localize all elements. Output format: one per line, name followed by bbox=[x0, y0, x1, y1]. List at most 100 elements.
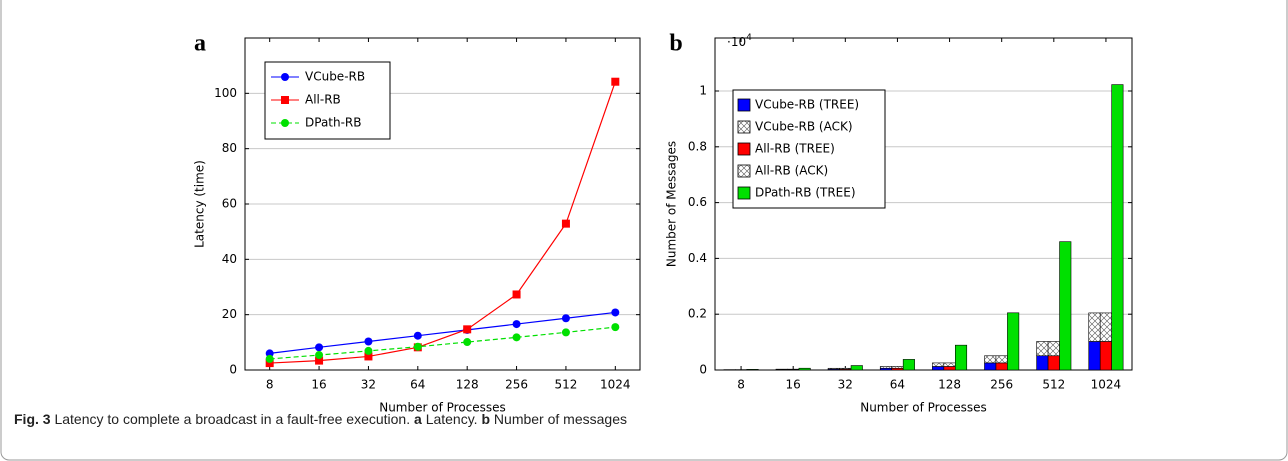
bar-segment bbox=[984, 362, 997, 371]
x-tick-label: 16 bbox=[786, 378, 801, 392]
bar-segment bbox=[1088, 341, 1101, 371]
marker bbox=[463, 325, 472, 334]
legend-label: DPath-RB (TREE) bbox=[755, 186, 856, 200]
y-tick-label: 0 bbox=[229, 363, 237, 377]
x-tick-label: 256 bbox=[990, 378, 1013, 392]
legend-label: All-RB bbox=[305, 93, 341, 107]
legend-label: VCube-RB bbox=[305, 70, 365, 84]
x-tick-label: 16 bbox=[311, 378, 326, 392]
bar-segment bbox=[902, 359, 915, 371]
caption-text: Latency to complete a broadcast in a fau… bbox=[54, 411, 411, 427]
marker bbox=[611, 77, 620, 86]
x-tick-label: 128 bbox=[456, 378, 479, 392]
marker bbox=[315, 356, 324, 365]
bar-segment bbox=[1007, 312, 1020, 371]
x-tick-label: 1024 bbox=[1091, 378, 1122, 392]
caption-label: Fig. 3 bbox=[14, 411, 51, 427]
legend-swatch bbox=[737, 186, 751, 200]
bar-segment bbox=[850, 365, 863, 371]
bar-segment bbox=[932, 362, 945, 367]
bar-segment bbox=[798, 367, 811, 371]
y-multiplier: ·104 bbox=[727, 33, 752, 49]
legend-label: VCube-RB (ACK) bbox=[755, 120, 853, 134]
multiplier-base: ·10 bbox=[727, 35, 746, 49]
x-axis-label: Number of Processes bbox=[860, 401, 987, 415]
y-tick-label: 20 bbox=[222, 307, 237, 321]
bar-segment bbox=[943, 362, 956, 367]
marker bbox=[413, 342, 422, 351]
x-tick-label: 64 bbox=[410, 378, 425, 392]
marker bbox=[413, 331, 422, 340]
marker bbox=[561, 328, 570, 337]
y-tick-label: 60 bbox=[222, 197, 237, 211]
marker bbox=[512, 290, 521, 299]
y-tick-label: 0.8 bbox=[688, 139, 707, 153]
bar-segment bbox=[995, 355, 1008, 364]
plot-frame bbox=[714, 37, 1133, 371]
y-tick-label: 80 bbox=[222, 141, 237, 155]
y-tick-label: 100 bbox=[214, 86, 237, 100]
legend-label: DPath-RB bbox=[305, 116, 362, 130]
bar-segment bbox=[932, 366, 945, 371]
marker bbox=[265, 349, 274, 358]
bar-segment bbox=[879, 366, 893, 369]
y-tick-label: 0.4 bbox=[688, 251, 707, 265]
panel-label: a bbox=[194, 31, 206, 57]
legend-box bbox=[732, 89, 886, 209]
bar-segment bbox=[1036, 341, 1049, 357]
marker bbox=[281, 96, 289, 104]
marker bbox=[315, 351, 324, 360]
series-line bbox=[269, 311, 616, 354]
caption-part-text: Latency. bbox=[425, 411, 478, 427]
marker bbox=[364, 352, 373, 361]
marker bbox=[611, 308, 620, 317]
marker bbox=[265, 354, 274, 363]
bar-segment bbox=[954, 344, 968, 371]
plot-frame bbox=[244, 37, 641, 371]
marker bbox=[561, 219, 570, 228]
bar-segment bbox=[943, 366, 956, 371]
y-tick-label: 0.2 bbox=[688, 307, 707, 321]
y-tick-label: 0 bbox=[699, 363, 707, 377]
y-tick-label: 40 bbox=[222, 252, 237, 266]
marker bbox=[281, 119, 289, 127]
caption-part-text: Number of messages bbox=[493, 411, 627, 427]
legend-label: All-RB (ACK) bbox=[755, 164, 828, 178]
x-tick-label: 256 bbox=[505, 378, 528, 392]
y-tick-label: 1 bbox=[699, 84, 707, 98]
y-axis-label: Number of Messages bbox=[665, 141, 679, 267]
bar-segment bbox=[1047, 355, 1060, 371]
bar-segment bbox=[1111, 84, 1124, 371]
bar-segment bbox=[891, 366, 904, 369]
marker bbox=[364, 346, 373, 355]
x-axis-label: Number of Processes bbox=[379, 401, 506, 415]
series-line bbox=[269, 326, 616, 360]
legend-swatch bbox=[737, 98, 751, 112]
caption-part-label: a bbox=[414, 411, 422, 427]
legend-swatch bbox=[737, 120, 751, 134]
x-tick-label: 128 bbox=[938, 378, 961, 392]
marker bbox=[463, 338, 472, 347]
marker bbox=[512, 333, 521, 342]
legend-label: All-RB (TREE) bbox=[755, 142, 835, 156]
x-tick-label: 512 bbox=[554, 378, 577, 392]
x-tick-label: 1024 bbox=[600, 378, 631, 392]
x-tick-label: 32 bbox=[838, 378, 853, 392]
bar-segment bbox=[995, 362, 1008, 371]
bar-segment bbox=[1099, 341, 1112, 371]
caption: Fig. 3 Latency to complete a broadcast i… bbox=[14, 411, 627, 427]
bar-segment bbox=[1047, 341, 1060, 357]
bar-segment bbox=[827, 367, 840, 370]
bar-segment bbox=[746, 369, 759, 371]
bar-segment bbox=[1088, 312, 1101, 342]
x-tick-label: 8 bbox=[737, 378, 745, 392]
y-tick-label: 0.6 bbox=[688, 195, 707, 209]
legend-swatch bbox=[737, 142, 751, 156]
legend-swatch bbox=[737, 164, 751, 178]
marker bbox=[281, 73, 289, 81]
marker bbox=[512, 320, 521, 329]
marker bbox=[364, 337, 373, 346]
